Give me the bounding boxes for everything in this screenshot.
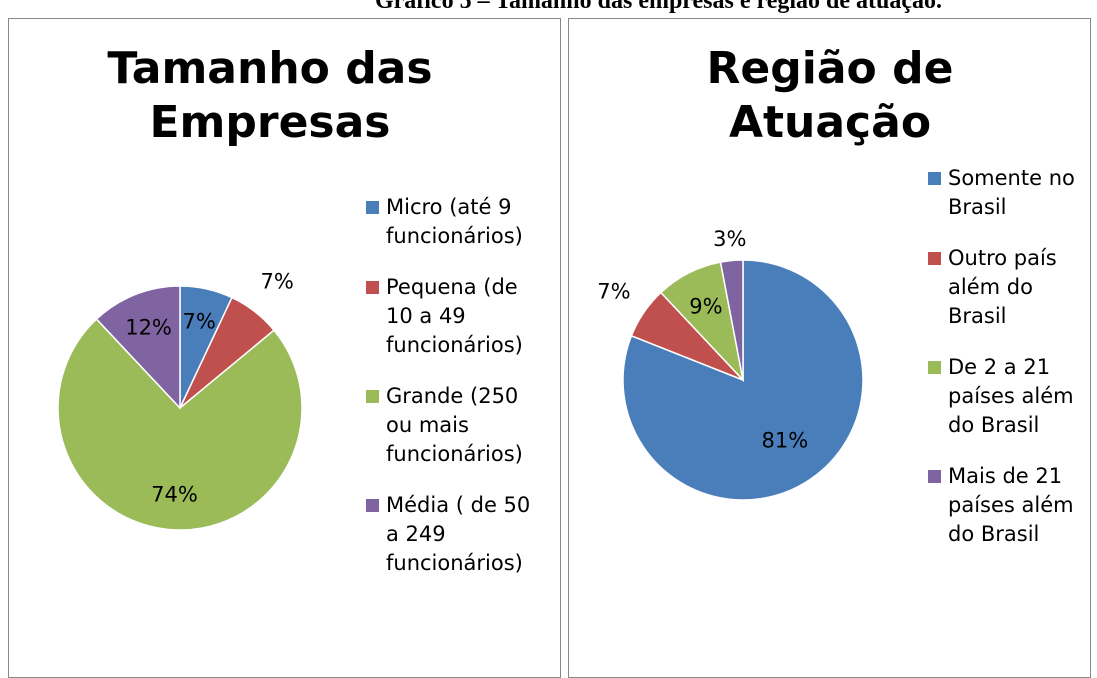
legend-swatch <box>366 499 379 512</box>
legend-label: Micro (até 9 funcionários) <box>386 195 523 248</box>
chart-title: Tamanho das Empresas <box>107 43 433 148</box>
pie-slice <box>57 318 303 531</box>
legend-label: Mais de 21 países além do Brasil <box>948 464 1074 546</box>
legend-item: Pequena (de 10 a 49 funcionários) <box>364 273 534 360</box>
legend-item: Outro país além do Brasil <box>926 244 1076 331</box>
data-label: 81% <box>761 429 808 453</box>
data-label: 12% <box>125 316 172 340</box>
legend-item: De 2 a 21 países além do Brasil <box>926 353 1076 440</box>
legend-item: Micro (até 9 funcionários) <box>364 193 534 251</box>
legend-label: Somente no Brasil <box>948 166 1075 219</box>
legend: Somente no Brasil Outro país além do Bras… <box>926 164 1076 571</box>
data-label: 7% <box>597 279 630 303</box>
legend-item: Somente no Brasil <box>926 164 1076 222</box>
legend-label: Pequena (de 10 a 49 funcionários) <box>386 275 523 357</box>
legend-swatch <box>928 252 941 265</box>
legend: Micro (até 9 funcionários) Pequena (de 10… <box>364 193 534 600</box>
legend-swatch <box>928 470 941 483</box>
legend-item: Média ( de 50 a 249 funcionários) <box>364 491 534 578</box>
page: Gráfico 5 – Tamanho das empresas e regiã… <box>8 0 1091 678</box>
legend-swatch <box>928 172 941 185</box>
data-label: 3% <box>713 227 746 251</box>
data-label: 9% <box>689 294 722 318</box>
legend-label: De 2 a 21 países além do Brasil <box>948 355 1074 437</box>
legend-label: Outro país além do Brasil <box>948 246 1057 328</box>
legend-swatch <box>928 361 941 374</box>
pie-slice <box>622 259 864 501</box>
legend-swatch <box>366 281 379 294</box>
charts: 7% 7% 74% 12% 81% 7% 9% 3% <box>57 227 864 531</box>
data-label: 74% <box>151 483 198 507</box>
data-label: 7% <box>182 309 215 333</box>
header: Gráfico 5 – Tamanho das empresas e regiã… <box>374 0 943 14</box>
legend-item: Grande (250 ou mais funcionários) <box>364 382 534 469</box>
pie-slice <box>719 259 744 381</box>
legend-item: Mais de 21 países além do Brasil <box>926 462 1076 549</box>
pie-slice <box>95 285 181 410</box>
chart-title: Região de Atuação <box>706 43 954 148</box>
legend-swatch <box>366 201 379 214</box>
data-label: 7% <box>261 270 294 294</box>
legend-label: Grande (250 ou mais funcionários) <box>386 384 523 466</box>
legend-swatch <box>366 390 379 403</box>
legend-label: Média ( de 50 a 249 funcionários) <box>386 493 531 575</box>
